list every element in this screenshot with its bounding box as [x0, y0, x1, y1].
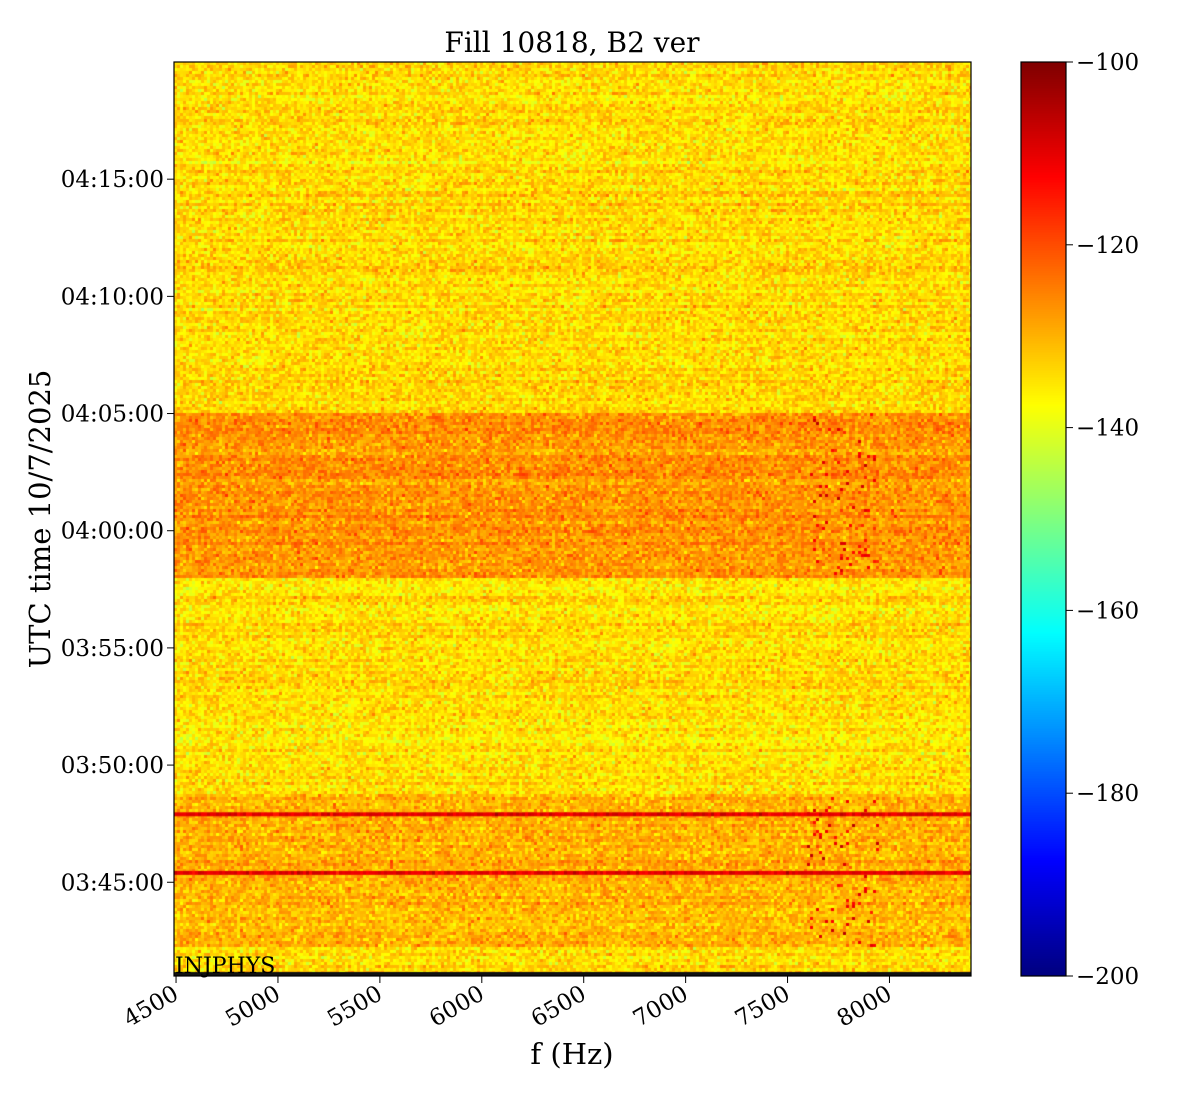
colorbar-tick-label: −100: [1076, 50, 1139, 76]
x-tick-label: 8000: [833, 981, 897, 1033]
y-tick-label: 04:05:00: [61, 402, 164, 428]
y-tick-label: 04:10:00: [61, 284, 164, 310]
x-axis-ticks: 4500 5000 5500 6000 6500 7000 7500 8000: [119, 976, 896, 1032]
colorbar-tick-label: −160: [1076, 598, 1139, 624]
colorbar-tick-label: −140: [1076, 416, 1139, 442]
x-tick-label: 5000: [221, 981, 285, 1033]
y-tick-label: 04:00:00: [61, 519, 164, 545]
plot-frame: [173, 61, 972, 977]
colorbar-tick-label: −120: [1076, 233, 1139, 259]
chart-title: Fill 10818, B2 ver: [444, 26, 700, 59]
x-axis-label: f (Hz): [530, 1037, 613, 1071]
x-tick-label: 6500: [527, 981, 591, 1033]
y-tick-label: 03:55:00: [61, 636, 164, 662]
colorbar-tick-label: −180: [1076, 781, 1139, 807]
colorbar-frame: [1020, 61, 1067, 977]
colorbar-tick-label: −200: [1076, 964, 1139, 990]
y-tick-label: 03:50:00: [61, 753, 164, 779]
x-tick-label: 6000: [425, 981, 489, 1033]
y-axis-label: UTC time 10/7/2025: [23, 370, 57, 669]
x-tick-label: 7500: [731, 981, 795, 1033]
x-tick-label: 4500: [119, 981, 183, 1033]
spectrogram-heatmap: [174, 62, 971, 976]
colorbar-ticks: −100 −120 −140 −160 −180 −200: [1066, 50, 1139, 990]
y-axis-ticks: 04:15:00 04:10:00 04:05:00 04:00:00 03:55:00…: [61, 167, 174, 896]
x-tick-label: 5500: [323, 981, 387, 1033]
y-tick-label: 04:15:00: [61, 167, 164, 193]
colorbar-gradient: [1021, 62, 1066, 976]
injphys-annotation: INJPHYS: [175, 954, 275, 979]
y-tick-label: 03:45:00: [61, 870, 164, 896]
x-tick-label: 7000: [629, 981, 693, 1033]
